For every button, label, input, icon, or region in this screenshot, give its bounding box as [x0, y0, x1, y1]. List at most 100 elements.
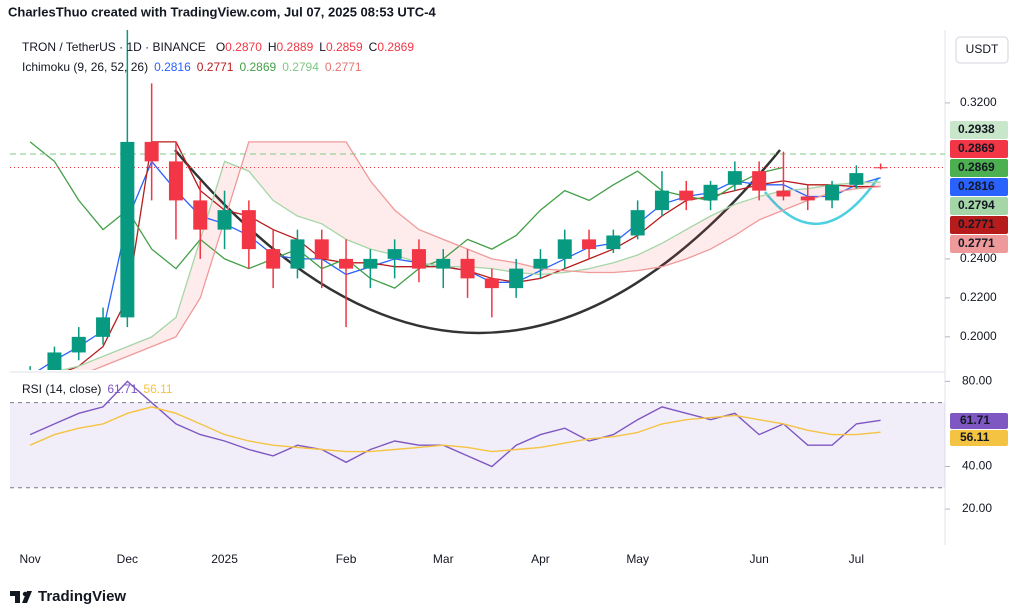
candle-body	[533, 258, 548, 269]
currency-button[interactable]	[955, 36, 1009, 64]
candle-body	[703, 184, 718, 201]
price-badge	[950, 140, 1008, 158]
candle-body	[290, 239, 305, 269]
candle-body	[71, 336, 86, 353]
x-tick-label: Mar	[433, 552, 454, 566]
candle-body	[193, 200, 208, 230]
candle-body	[849, 173, 864, 185]
candle-body	[363, 258, 378, 269]
ohlc-key: O	[216, 40, 225, 54]
candle-body	[873, 167, 888, 169]
rsi-name: RSI (14, close)	[22, 382, 101, 396]
indicator-value: 0.2869	[239, 60, 276, 74]
header: CharlesThuo created with TradingView.com…	[8, 4, 436, 19]
candle-body	[96, 317, 111, 337]
candle-body	[266, 249, 281, 269]
candle-body	[436, 258, 451, 269]
cloud	[62, 141, 881, 370]
x-tick-label: Dec	[117, 552, 138, 566]
candle-body	[825, 184, 840, 201]
price-badge	[950, 197, 1008, 215]
y-tick-label: 0.3200	[960, 95, 997, 109]
price-badge-label: 0.2794	[958, 198, 995, 212]
price-badge-label: 0.2816	[958, 179, 995, 193]
candle-body	[314, 239, 329, 259]
ohlc-value: 0.2869	[377, 40, 414, 54]
y-tick-label: 40.00	[962, 459, 992, 473]
ohlc-value: 0.2859	[326, 40, 363, 54]
candle-body	[679, 190, 694, 201]
candle-body	[484, 278, 499, 289]
indicator-name: Ichimoku (9, 26, 52, 26)	[22, 60, 148, 74]
candle-body	[654, 190, 669, 211]
ichimoku-line	[91, 141, 881, 370]
y-tick-label: 20.00	[962, 501, 992, 515]
price-badge-label: 0.2938	[958, 122, 995, 136]
currency[interactable]: USDT	[966, 42, 999, 56]
rsi-badge	[950, 430, 1008, 446]
candle-body	[800, 196, 815, 201]
price-badge	[950, 216, 1008, 234]
rsi-band	[10, 402, 945, 488]
price-badge	[950, 235, 1008, 253]
rsi-badge-label: 56.11	[960, 430, 990, 444]
indicator-value: 0.2771	[197, 60, 234, 74]
candle-body	[582, 239, 597, 250]
price-badge	[950, 121, 1008, 139]
candle-body	[47, 352, 62, 370]
footer: TradingView	[38, 588, 126, 605]
x-tick-label: Feb	[336, 552, 357, 566]
rsi-line	[29, 406, 881, 453]
legend: TRON / TetherUS · 1D · BINANCE O0.2870 H0.…	[22, 40, 414, 54]
candle-body	[509, 268, 524, 289]
candle-body	[339, 258, 354, 269]
y-tick-label: 0.2000	[960, 329, 997, 343]
y-tick-label: 0.2400	[960, 251, 997, 265]
x-tick-label: Jul	[849, 552, 864, 566]
ichimoku-line	[59, 160, 881, 370]
price-badge-label: 0.2771	[958, 217, 995, 231]
footer-logo	[10, 591, 32, 603]
y-tick-label: 80.00	[962, 374, 992, 388]
candle-body	[217, 210, 232, 230]
cup-annotation	[174, 149, 781, 335]
x-tick-label: 2025	[211, 552, 238, 566]
candle-body	[606, 235, 621, 250]
y-tick-label: 0.2200	[960, 290, 997, 304]
candle-body	[168, 161, 183, 201]
candle-body	[387, 249, 402, 259]
candle-body	[411, 249, 426, 269]
candle-body	[630, 210, 645, 236]
rsi-legend: RSI (14, close) 61.71 56.11	[22, 382, 173, 396]
rsi-pane	[10, 380, 945, 489]
indicator-value: 0.2816	[154, 60, 191, 74]
rsi-value: 61.71	[107, 382, 137, 396]
candle-body	[727, 171, 742, 185]
rsi-line	[29, 380, 881, 468]
ohlc-value: 0.2889	[277, 40, 314, 54]
ohlc-key: L	[319, 40, 326, 54]
ohlc-key: C	[369, 40, 378, 54]
ohlc-key: H	[268, 40, 277, 54]
price-badge-label: 0.2771	[958, 236, 995, 250]
x-tick-label: Apr	[531, 552, 550, 566]
indicator-legend: Ichimoku (9, 26, 52, 26) 0.2816 0.2771 0.28…	[22, 60, 362, 74]
x-tick-label: Jun	[749, 552, 768, 566]
price-badge	[950, 178, 1008, 196]
ohlc-value: 0.2870	[225, 40, 262, 54]
price-badge-label: 0.2869	[958, 160, 995, 174]
symbol: TRON / TetherUS · 1D · BINANCE	[22, 40, 206, 54]
price-badge-label: 0.2869	[958, 141, 995, 155]
candle-body	[776, 190, 791, 197]
candle-body	[557, 239, 572, 259]
price-pane	[10, 30, 945, 370]
rsi-value: 56.11	[143, 382, 172, 396]
x-tick-label: Nov	[19, 552, 40, 566]
indicator-value: 0.2794	[282, 60, 319, 74]
candle-body	[120, 141, 135, 318]
ichimoku-line	[29, 141, 784, 289]
indicator-value: 0.2771	[325, 60, 362, 74]
rsi-badge	[950, 413, 1008, 429]
